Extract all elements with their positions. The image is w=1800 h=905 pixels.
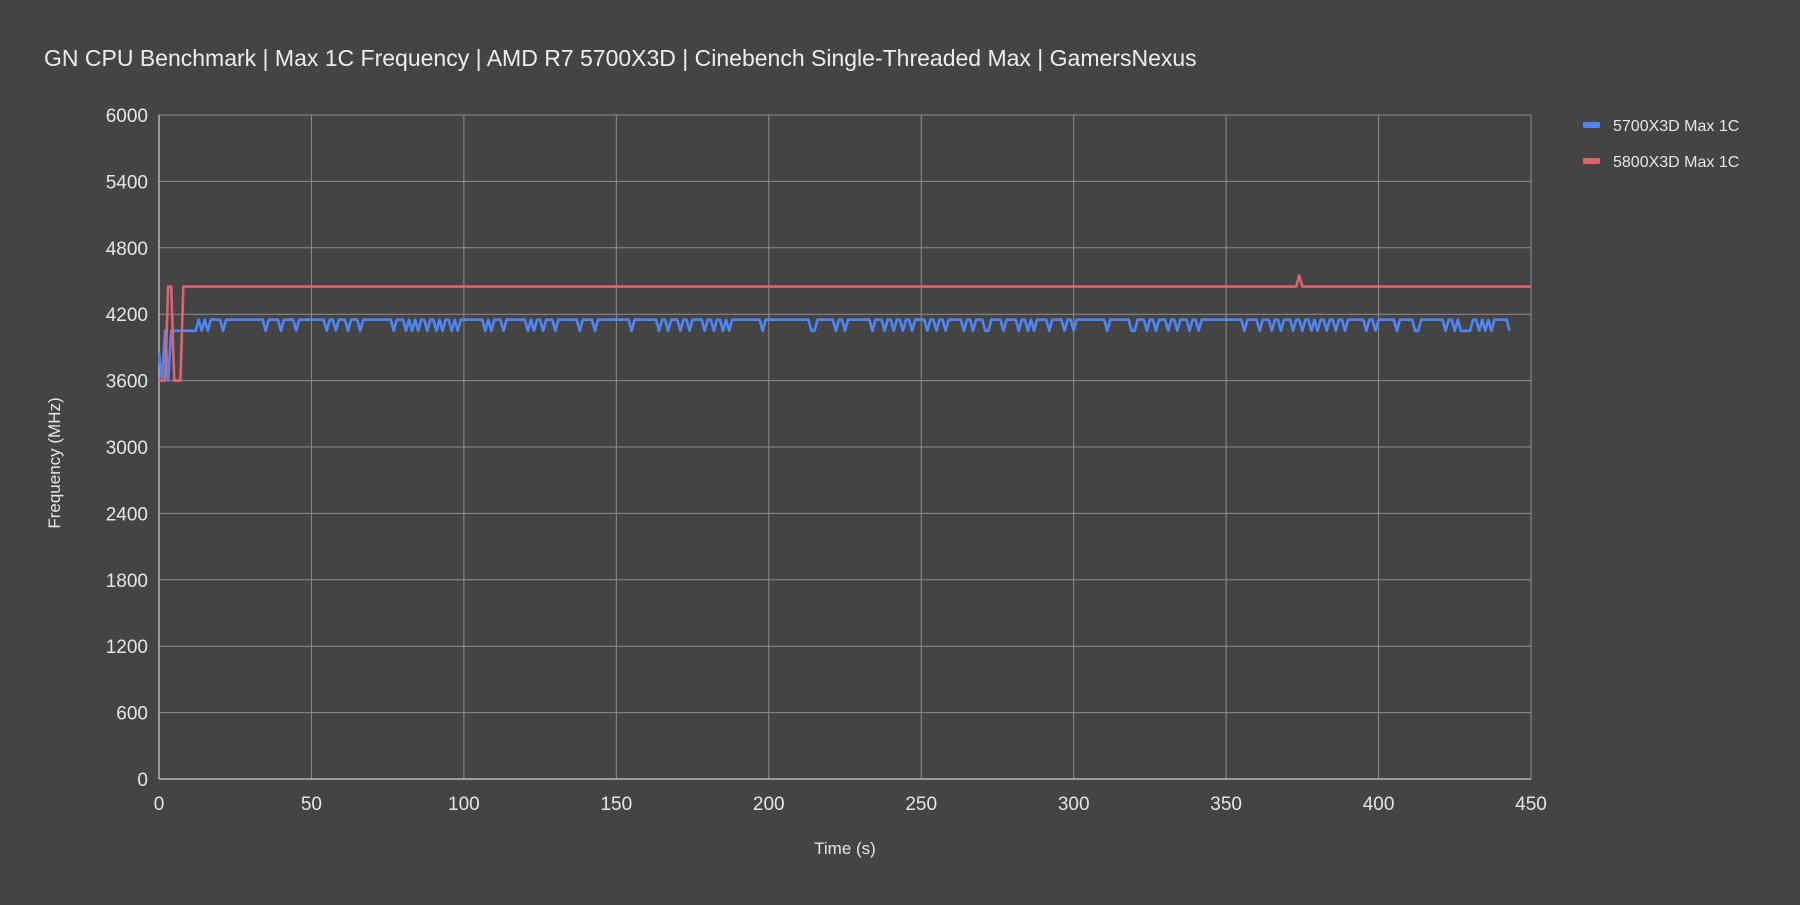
series-line-2 bbox=[159, 274, 1531, 382]
legend-label: 5800X3D Max 1C bbox=[1613, 154, 1739, 171]
y-tick-label: 3600 bbox=[106, 372, 148, 393]
y-tick-label: 1800 bbox=[106, 571, 148, 592]
series-lines bbox=[157, 274, 1531, 382]
y-tick-label: 6000 bbox=[106, 106, 148, 127]
x-axis-label: Time (s) bbox=[814, 839, 876, 858]
gridlines bbox=[159, 114, 1532, 779]
x-tick-label: 150 bbox=[600, 794, 632, 815]
x-tick-label: 0 bbox=[154, 794, 165, 815]
x-tick-label: 50 bbox=[301, 794, 322, 815]
y-tick-label: 4200 bbox=[106, 305, 148, 326]
legend-label: 5700X3D Max 1C bbox=[1613, 118, 1739, 135]
x-tick-labels: 0 50 100 150 200 250 300 350 400 450 bbox=[154, 794, 1547, 815]
y-tick-label: 0 bbox=[137, 770, 148, 791]
y-tick-labels: 0 600 1200 1800 2400 3000 3600 4200 4800 5400 6000 bbox=[106, 106, 148, 791]
y-tick-label: 2400 bbox=[106, 504, 148, 525]
legend: 5700X3D Max 1C 5800X3D Max 1C bbox=[1583, 118, 1739, 171]
chart-title: GN CPU Benchmark | Max 1C Frequency | AM… bbox=[44, 45, 1197, 71]
x-tick-label: 100 bbox=[448, 794, 480, 815]
x-tick-label: 300 bbox=[1058, 794, 1090, 815]
y-tick-label: 1200 bbox=[106, 637, 148, 658]
legend-swatch bbox=[1583, 122, 1600, 128]
series-line-1 bbox=[157, 318, 1511, 382]
y-tick-label: 4800 bbox=[106, 239, 148, 260]
y-tick-label: 5400 bbox=[106, 172, 148, 193]
x-tick-label: 400 bbox=[1363, 794, 1395, 815]
x-tick-label: 350 bbox=[1210, 794, 1242, 815]
y-tick-label: 600 bbox=[116, 704, 148, 725]
y-axis-label: Frequency (MHz) bbox=[45, 397, 64, 528]
y-tick-label: 3000 bbox=[106, 438, 148, 459]
x-tick-label: 250 bbox=[905, 794, 937, 815]
x-tick-label: 200 bbox=[753, 794, 785, 815]
x-tick-label: 450 bbox=[1515, 794, 1547, 815]
axes bbox=[158, 115, 1531, 780]
legend-swatch bbox=[1583, 158, 1600, 164]
